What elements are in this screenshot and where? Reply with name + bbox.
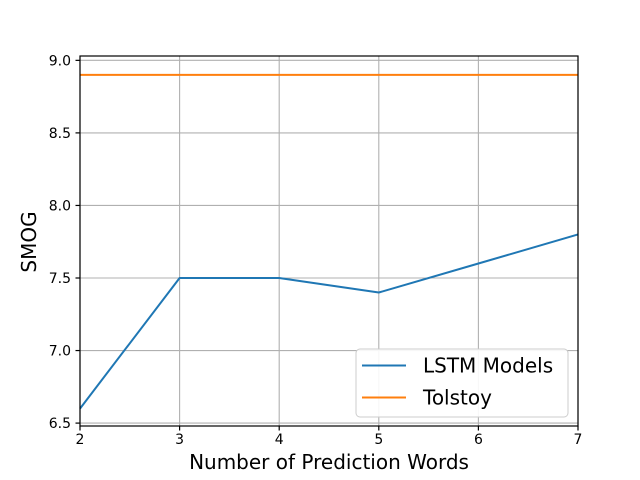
y-tick-label: 7.0 — [49, 344, 71, 360]
legend-label: LSTM Models — [423, 354, 553, 378]
x-tick-label: 2 — [76, 432, 85, 448]
legend: LSTM Models Tolstoy — [355, 348, 569, 418]
y-tick-label: 7.5 — [49, 271, 71, 287]
y-tick-labels: 6.5 7.0 7.5 8.0 8.5 9.0 — [49, 53, 71, 432]
x-axis-label: Number of Prediction Words — [189, 450, 469, 474]
axis-ticks — [75, 59, 579, 431]
axes-spines — [79, 55, 579, 427]
y-tick-label: 9.0 — [49, 53, 71, 69]
legend-box — [355, 348, 569, 418]
data-series — [79, 73, 579, 410]
y-axis-label: SMOG — [17, 211, 41, 272]
x-tick-label: 3 — [175, 432, 184, 448]
x-tick-label: 7 — [574, 432, 583, 448]
y-tick-label: 8.5 — [49, 126, 71, 142]
x-tick-label: 5 — [374, 432, 383, 448]
x-tick-labels: 2 3 4 5 6 7 — [76, 432, 583, 448]
series-line-lstm-models — [79, 233, 579, 410]
y-tick-label: 6.5 — [49, 416, 71, 432]
y-tick-label: 8.0 — [49, 198, 71, 214]
plot-border — [79, 55, 579, 427]
x-tick-label: 4 — [275, 432, 284, 448]
legend-label: Tolstoy — [422, 386, 492, 410]
x-tick-label: 6 — [474, 432, 483, 448]
